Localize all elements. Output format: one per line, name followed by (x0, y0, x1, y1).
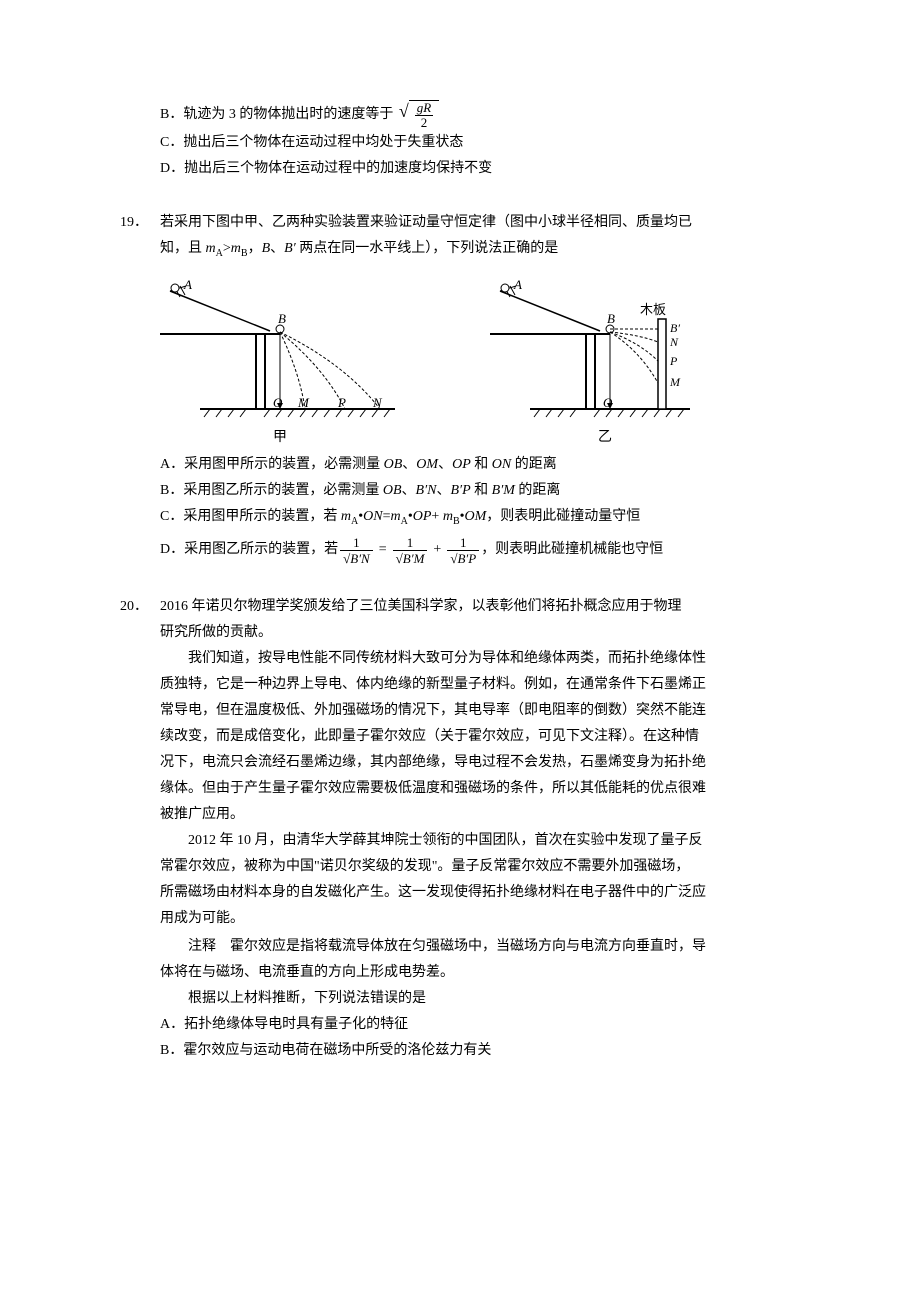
sqrt-frac: gR 2 (415, 101, 433, 130)
q20-p1-l4: 续改变，而是成倍变化，此即量子霍尔效应（关于霍尔效应，可见下文注释）。在这种情 (160, 724, 815, 750)
q20-p1-l6: 缘体。但由于产生量子霍尔效应需要极低温度和强磁场的条件，所以其低能耗的优点很难 (160, 776, 815, 802)
sqrt-num: gR (415, 101, 433, 116)
q19-opt-b: B．采用图乙所示的装置，必需测量 OB、B′N、B′P 和 B′M 的距离 (160, 478, 815, 504)
q20-options: A．拓扑绝缘体导电时具有量子化的特征 B．霍尔效应与运动电荷在磁场中所受的洛伦兹… (160, 1012, 815, 1064)
q20-p2-l2: 常霍尔效应，被称为中国"诺贝尔奖级的发现"。量子反常霍尔效应不需要外加强磁场， (160, 854, 815, 880)
q20-number: 20． (120, 594, 160, 620)
opt-b-text: B．轨迹为 3 的物体抛出时的速度等于 (160, 107, 393, 122)
note-label: 注释 (188, 937, 216, 953)
svg-text:P: P (337, 395, 346, 410)
opt-d: D．抛出后三个物体在运动过程中的加速度均保持不变 (160, 156, 815, 182)
svg-text:B: B (278, 311, 286, 326)
fig-yi: A B 木板 B′ N P M O 乙 (490, 279, 720, 446)
fig-jia-caption: 甲 (160, 426, 400, 446)
q19-figures: A B O M P N 甲 (160, 279, 815, 446)
q20-p1-l2: 质独特，它是一种边界上导电、体内绝缘的新型量子材料。例如，在通常条件下石墨烯正 (160, 672, 815, 698)
frac2: 1 √B′M (393, 535, 428, 566)
q20-tail: 根据以上材料推断，下列说法错误的是 (160, 986, 815, 1012)
q19-options: A．采用图甲所示的装置，必需测量 OB、OM、OP 和 ON 的距离 B．采用图… (160, 452, 815, 566)
svg-text:M: M (669, 375, 681, 389)
sqrt-expr: √ gR 2 (399, 100, 439, 130)
q20-p1-l1: 我们知道，按导电性能不同传统材料大致可分为导体和绝缘体两类，而拓扑绝缘体性 (160, 646, 815, 672)
fig-yi-svg: A B 木板 B′ N P M O (490, 279, 720, 419)
fig-jia-svg: A B O M P N (160, 279, 400, 419)
svg-text:O: O (603, 395, 613, 410)
q20-note-l2: 体将在与磁场、电流垂直的方向上形成电势差。 (160, 960, 815, 986)
q19-stem-l1: 若采用下图中甲、乙两种实验装置来验证动量守恒定律（图中小球半径相同、质量均已 (160, 210, 815, 236)
q19-opt-c: C．采用图甲所示的装置，若 mA•ON=mA•OP+ mB•OM，则表明此碰撞动… (160, 504, 815, 535)
q19-stem-l2: 知，且 mA>mB，B、B′ 两点在同一水平线上），下列说法正确的是 (160, 236, 815, 267)
q20-p1-l5: 况下，电流只会流经石墨烯边缘，其内部绝缘，导电过程不会发热，石墨烯变身为拓扑绝 (160, 750, 815, 776)
q-prev-options: B．轨迹为 3 的物体抛出时的速度等于 √ gR 2 C．抛出后三个物体在运动过… (160, 100, 815, 182)
frac1: 1 √B′N (340, 535, 373, 566)
q19-opt-d: D．采用图乙所示的装置，若 1 √B′N = 1 √B′M + 1 √B′P ，… (160, 535, 815, 566)
q20-p2-l3: 所需磁场由材料本身的自发磁化产生。这一发现使得拓扑绝缘材料在电子器件中的广泛应 (160, 880, 815, 906)
page: B．轨迹为 3 的物体抛出时的速度等于 √ gR 2 C．抛出后三个物体在运动过… (0, 0, 920, 1302)
svg-text:A: A (513, 279, 522, 292)
radical-icon: √ (399, 102, 409, 120)
svg-text:O: O (273, 395, 283, 410)
radicand: gR 2 (409, 100, 439, 130)
q19: 19． 若采用下图中甲、乙两种实验装置来验证动量守恒定律（图中小球半径相同、质量… (120, 210, 815, 566)
q20-opt-a: A．拓扑绝缘体导电时具有量子化的特征 (160, 1012, 815, 1038)
q20-note-l1: 注释 霍尔效应是指将载流导体放在匀强磁场中，当磁场方向与电流方向垂直时，导 (160, 932, 815, 960)
svg-text:M: M (297, 395, 310, 410)
svg-text:N: N (372, 395, 383, 410)
svg-text:B′: B′ (670, 321, 680, 335)
svg-text:木板: 木板 (640, 302, 666, 317)
opt-b: B．轨迹为 3 的物体抛出时的速度等于 √ gR 2 (160, 100, 815, 130)
svg-text:A: A (183, 279, 192, 292)
opt-c: C．抛出后三个物体在运动过程中均处于失重状态 (160, 130, 815, 156)
q20-opt-b: B．霍尔效应与运动电荷在磁场中所受的洛伦兹力有关 (160, 1038, 815, 1064)
q19-number: 19． (120, 210, 160, 236)
q19-opt-a: A．采用图甲所示的装置，必需测量 OB、OM、OP 和 ON 的距离 (160, 452, 815, 478)
frac3: 1 √B′P (447, 535, 479, 566)
q20-stem-l1: 2016 年诺贝尔物理学奖颁发给了三位美国科学家，以表彰他们将拓扑概念应用于物理 (160, 594, 815, 620)
svg-text:B: B (607, 311, 615, 326)
fig-yi-caption: 乙 (490, 426, 720, 446)
q20-stem-l2: 研究所做的贡献。 (160, 620, 815, 646)
svg-text:N: N (669, 335, 679, 349)
q20-p1-l3: 常导电，但在温度极低、外加强磁场的情况下，其电导率（即电阻率的倒数）突然不能连 (160, 698, 815, 724)
q20: 20． 2016 年诺贝尔物理学奖颁发给了三位美国科学家，以表彰他们将拓扑概念应… (120, 594, 815, 1064)
svg-text:P: P (669, 354, 678, 368)
q20-p2-l4: 用成为可能。 (160, 906, 815, 932)
fig-jia: A B O M P N 甲 (160, 279, 400, 446)
q20-p1-l7: 被推广应用。 (160, 802, 815, 828)
q20-p2-l1: 2012 年 10 月，由清华大学薛其坤院士领衔的中国团队，首次在实验中发现了量… (160, 828, 815, 854)
sqrt-den: 2 (415, 116, 433, 130)
